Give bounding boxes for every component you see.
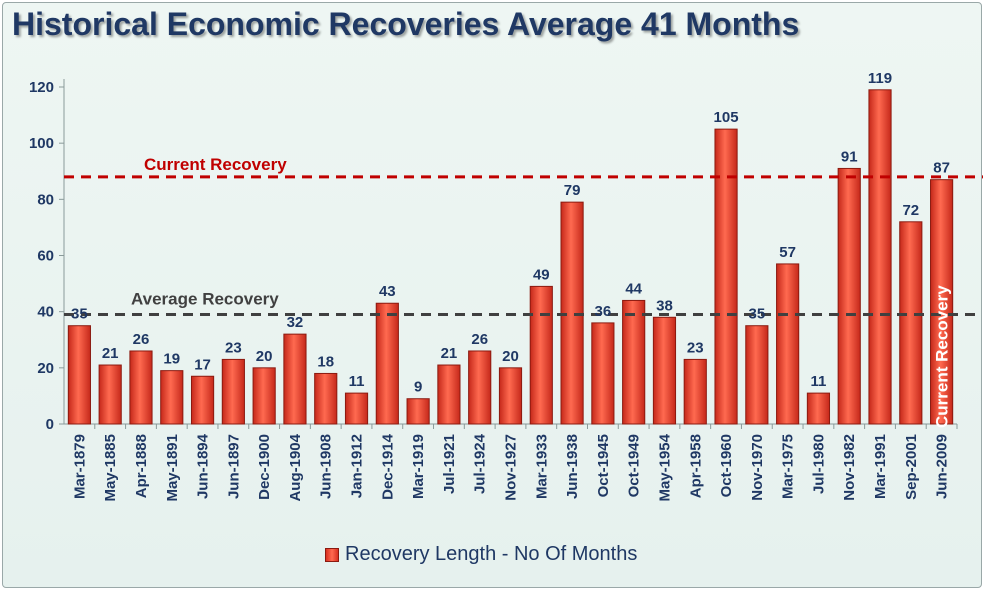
bar <box>376 303 398 424</box>
bar <box>900 222 922 424</box>
legend-label: Recovery Length - No Of Months <box>345 543 637 566</box>
bar <box>407 399 429 424</box>
bar <box>869 90 891 424</box>
bar <box>530 286 552 424</box>
data-label: 18 <box>317 353 334 370</box>
data-label: 105 <box>714 109 739 126</box>
bar <box>68 326 90 424</box>
data-label: 20 <box>502 348 519 365</box>
bar <box>253 368 275 424</box>
x-tick-label: Sep-2001 <box>903 434 920 500</box>
x-tick-label: May-1885 <box>102 434 119 502</box>
x-tick-label: Jun-1938 <box>564 434 581 499</box>
bar <box>161 371 183 424</box>
y-tick-label: 0 <box>46 416 54 433</box>
data-label: 23 <box>225 339 242 356</box>
x-tick-label: Mar-1975 <box>780 434 797 499</box>
y-tick-label: 40 <box>37 304 54 321</box>
x-tick-label: Mar-1933 <box>533 434 550 499</box>
bar <box>746 326 768 424</box>
x-tick-label: Mar-1991 <box>872 434 889 499</box>
bar <box>345 393 367 424</box>
data-label: 91 <box>841 148 858 165</box>
x-tick-label: Apr-1888 <box>133 434 150 498</box>
bar <box>469 351 491 424</box>
y-tick-label: 120 <box>29 79 54 96</box>
x-tick-label: Jun-1908 <box>318 434 335 499</box>
legend-swatch <box>325 548 339 562</box>
x-tick-label: Jun-1897 <box>225 434 242 499</box>
reference-line-label: Average Recovery <box>131 289 279 308</box>
x-tick-label: Mar-1879 <box>71 434 88 499</box>
data-label: 35 <box>749 306 766 323</box>
bar <box>592 323 614 424</box>
bar <box>499 368 521 424</box>
bar <box>777 264 799 424</box>
x-tick-label: Jun-2009 <box>934 434 951 499</box>
bar <box>315 373 337 424</box>
data-label: 26 <box>471 331 488 348</box>
x-tick-label: Nov-1927 <box>503 434 520 501</box>
x-tick-label: May-1891 <box>164 434 181 502</box>
data-label: 35 <box>71 306 88 323</box>
x-tick-label: May-1954 <box>656 433 673 501</box>
bar <box>191 376 213 424</box>
y-tick-label: 20 <box>37 360 54 377</box>
y-tick-label: 60 <box>37 248 54 265</box>
data-label: 43 <box>379 283 396 300</box>
bar <box>838 168 860 424</box>
x-tick-label: Dec-1900 <box>256 434 273 500</box>
data-label: 21 <box>441 345 458 362</box>
y-tick-label: 100 <box>29 135 54 152</box>
x-tick-label: Nov-1982 <box>841 434 858 501</box>
data-label: 26 <box>133 331 150 348</box>
x-tick-label: Jul-1921 <box>441 434 458 494</box>
x-tick-label: Mar-1919 <box>410 434 427 499</box>
bar <box>653 317 675 424</box>
data-label: 19 <box>163 351 180 368</box>
data-label: 49 <box>533 266 550 283</box>
x-tick-label: Jan-1912 <box>349 434 366 498</box>
bar-annotation: Current Recovery <box>933 285 952 428</box>
bar <box>623 300 645 424</box>
data-label: 11 <box>811 373 827 390</box>
bar <box>222 359 244 424</box>
y-tick-label: 80 <box>37 191 54 208</box>
data-label: 79 <box>564 182 581 199</box>
reference-line-label: Current Recovery <box>144 155 287 174</box>
data-label: 20 <box>256 348 273 365</box>
x-tick-label: Jul-1924 <box>472 433 489 494</box>
data-label: 32 <box>287 314 304 331</box>
bar <box>130 351 152 424</box>
x-tick-label: Aug-1904 <box>287 433 304 501</box>
data-label: 21 <box>102 345 119 362</box>
x-tick-label: Apr-1958 <box>687 434 704 498</box>
data-label: 17 <box>194 356 211 373</box>
bar <box>807 393 829 424</box>
data-label: 38 <box>656 297 673 314</box>
bar <box>438 365 460 424</box>
data-label: 72 <box>902 202 919 219</box>
x-tick-label: Oct-1960 <box>718 434 735 497</box>
data-label: 23 <box>687 339 704 356</box>
bar <box>684 359 706 424</box>
bar <box>715 129 737 424</box>
data-label: 9 <box>414 379 422 396</box>
data-label: 87 <box>933 160 950 177</box>
x-tick-label: Oct-1949 <box>626 434 643 497</box>
bar <box>284 334 306 424</box>
data-label: 11 <box>349 373 365 390</box>
x-tick-label: Dec-1914 <box>379 433 396 500</box>
data-label: 44 <box>625 280 642 297</box>
legend: Recovery Length - No Of Months <box>325 543 637 566</box>
x-tick-label: Jul-1980 <box>810 434 827 494</box>
bar <box>99 365 121 424</box>
x-tick-label: Jun-1894 <box>195 433 212 499</box>
x-tick-label: Nov-1970 <box>749 434 766 501</box>
x-tick-label: Oct-1945 <box>595 434 612 497</box>
data-label: 119 <box>868 70 892 87</box>
data-label: 57 <box>779 244 796 261</box>
data-label: 36 <box>595 303 612 320</box>
